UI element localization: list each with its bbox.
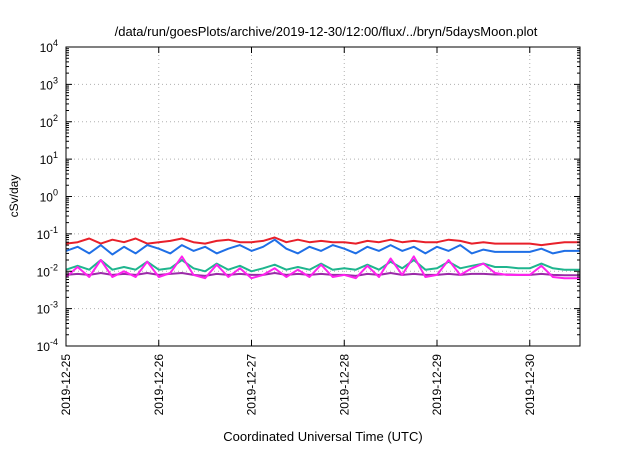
y-tick-label: 10-4	[37, 337, 58, 354]
x-tick-label: 2019-12-29	[430, 354, 444, 416]
x-tick-label: 2019-12-30	[523, 354, 537, 416]
series-line-2	[65, 238, 580, 256]
y-tick-label: 104	[40, 38, 58, 55]
x-tick-label: 2019-12-26	[152, 354, 166, 416]
series-line-3	[65, 259, 580, 273]
y-tick-label: 100	[40, 188, 58, 205]
y-axis-label: cSv/day	[7, 175, 21, 218]
y-tick-label: 10-1	[37, 225, 58, 242]
y-tick-label: 10-2	[37, 262, 58, 279]
series-line-1	[65, 236, 580, 247]
y-tick-label: 10-3	[37, 300, 58, 317]
series-group	[65, 236, 580, 280]
y-tick-label: 102	[40, 113, 58, 130]
x-axis-label: Coordinated Universal Time (UTC)	[223, 429, 422, 444]
axes: 10-4 10-3 10-2 10-1 100 101 102 103 104 2019-12-2…	[37, 38, 580, 415]
grid	[65, 46, 580, 347]
series-line-4	[65, 272, 580, 277]
x-tick-label: 2019-12-28	[337, 354, 351, 416]
series-line-5	[65, 255, 580, 280]
x-tick-label: 2019-12-27	[245, 354, 259, 416]
x-tick-label: 2019-12-25	[59, 354, 73, 416]
chart-title: /data/run/goesPlots/archive/2019-12-30/1…	[115, 24, 538, 39]
y-tick-label: 103	[40, 75, 58, 92]
y-tick-label: 101	[40, 150, 58, 167]
